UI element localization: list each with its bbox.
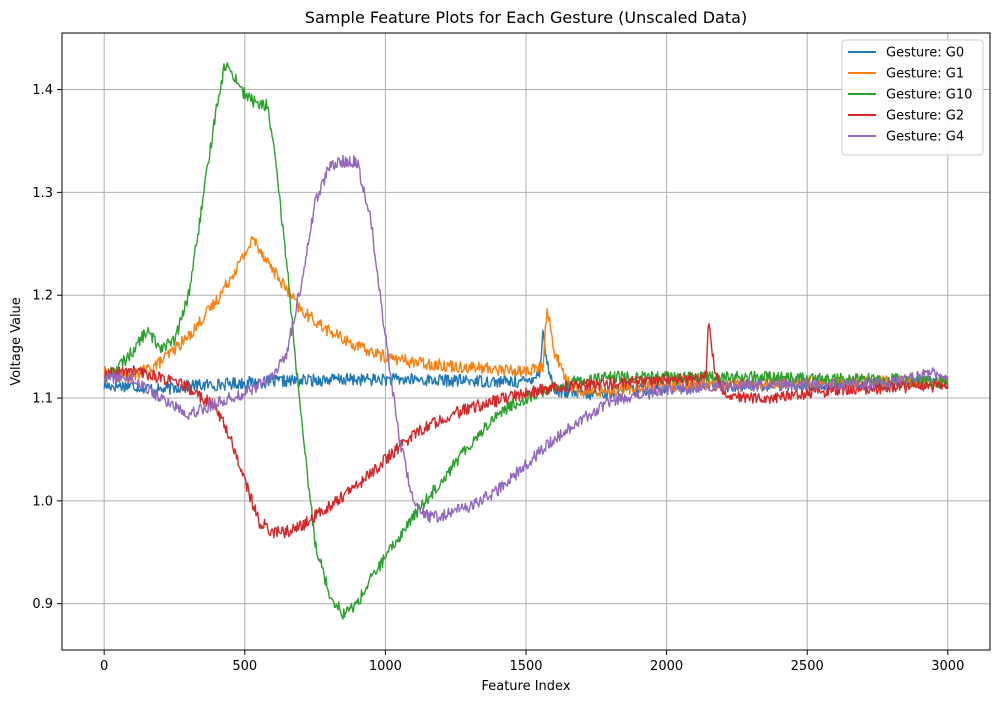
x-axis: 0 500 1000 1500 2000 2500 3000 xyxy=(100,650,964,674)
y-tick-label: 0.9 xyxy=(32,597,53,612)
y-tick-label: 1.1 xyxy=(32,392,53,407)
legend-label: Gesture: G0 xyxy=(886,46,964,61)
legend: Gesture: G0 Gesture: G1 Gesture: G10 Gestur… xyxy=(841,39,984,156)
x-tick-label: 1000 xyxy=(369,659,402,674)
legend-label: Gesture: G4 xyxy=(886,130,964,145)
x-tick-label: 3000 xyxy=(931,659,964,674)
y-axis-label: Voltage Value xyxy=(9,297,24,386)
x-tick-label: 500 xyxy=(232,659,257,674)
x-tick-label: 0 xyxy=(100,659,108,674)
y-tick-label: 1.3 xyxy=(32,186,53,201)
series-line-gesture-g2 xyxy=(103,323,949,539)
series-line-gesture-g10 xyxy=(103,62,949,620)
legend-label: Gesture: G2 xyxy=(886,109,964,124)
chart-title: Sample Feature Plots for Each Gesture (U… xyxy=(305,8,747,27)
legend-label: Gesture: G10 xyxy=(886,88,972,103)
y-tick-label: 1.0 xyxy=(32,494,53,509)
x-tick-label: 2000 xyxy=(650,659,683,674)
series-lines xyxy=(103,62,949,620)
y-axis: 0.9 1.0 1.1 1.2 1.3 1.4 xyxy=(32,83,62,612)
y-tick-label: 1.4 xyxy=(32,83,53,98)
x-tick-label: 1500 xyxy=(509,659,542,674)
legend-label: Gesture: G1 xyxy=(886,67,964,82)
x-axis-label: Feature Index xyxy=(481,679,570,694)
series-line-gesture-g4 xyxy=(103,154,949,523)
legend-box xyxy=(841,39,984,156)
series-line-gesture-g0 xyxy=(103,329,949,401)
y-tick-label: 1.2 xyxy=(32,289,53,304)
x-tick-label: 2500 xyxy=(791,659,824,674)
